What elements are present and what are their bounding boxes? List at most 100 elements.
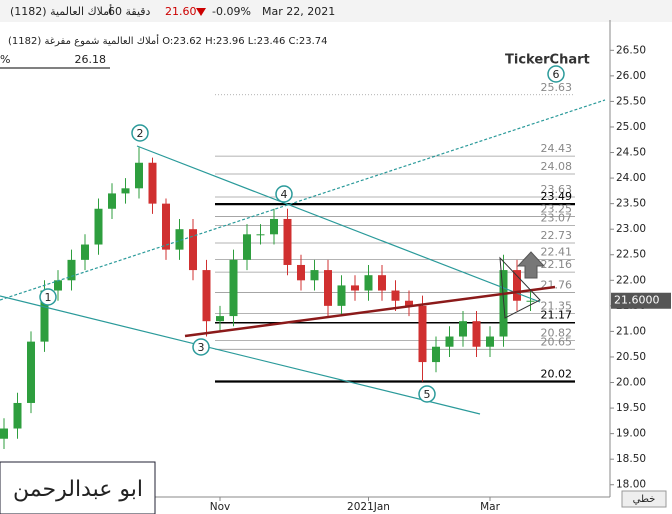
candle-body	[351, 285, 359, 291]
candle-body	[108, 193, 116, 209]
candle-body	[459, 321, 467, 337]
candle-body	[189, 229, 197, 271]
wave-circle	[275, 185, 293, 203]
trend-line	[136, 145, 541, 303]
candle-body	[256, 234, 265, 236]
candle-body	[13, 402, 22, 429]
level-label: 23.07	[541, 212, 573, 225]
level-label: 20.82	[541, 327, 573, 340]
y-tick-label: 25.50	[616, 95, 646, 107]
level-label: 21.17	[541, 309, 573, 322]
level-label: 21.35	[541, 300, 573, 313]
chart-style-button[interactable]	[621, 490, 667, 508]
y-tick-label: 24.00	[616, 172, 646, 184]
level-label: 20.65	[541, 335, 573, 348]
candle-body	[391, 290, 400, 301]
trend-line	[0, 295, 481, 415]
candle-body	[94, 208, 103, 245]
last-price-label: 21.6000	[614, 294, 660, 307]
wave-label: 1	[45, 291, 52, 304]
y-tick-label: 23.00	[616, 223, 646, 235]
triangle-pattern	[499, 256, 541, 319]
candle-body	[135, 162, 143, 189]
header-change: -0.09%	[212, 5, 251, 18]
candle-body	[67, 259, 76, 281]
candle-body	[418, 305, 427, 363]
author-box	[0, 461, 156, 514]
candle-body	[283, 218, 292, 265]
watermark: TickerChart	[505, 53, 590, 68]
candle-body	[472, 321, 481, 347]
y-tick-label: 21.00	[616, 325, 646, 337]
level-label: 22.16	[541, 258, 573, 271]
level-label: 21.76	[541, 279, 573, 292]
y-tick-label: 24.50	[616, 147, 646, 159]
level-label: 24.08	[541, 160, 573, 173]
y-tick-label: 19.50	[616, 402, 646, 414]
level-label: 24.43	[541, 142, 573, 155]
y-tick-label: 20.50	[616, 351, 646, 363]
candle-body	[432, 346, 440, 363]
level-label: 23.49	[541, 190, 573, 203]
candle-body	[445, 336, 454, 347]
last-price-tag	[611, 292, 671, 309]
header-interval: 60 دقيقة	[108, 5, 151, 18]
wave-circle	[39, 288, 57, 306]
support-line	[184, 285, 556, 338]
wave-label: 5	[424, 388, 431, 401]
level-label: 23.63	[541, 183, 573, 196]
level-label: 23.25	[541, 202, 573, 215]
author: ابو عبدالرحمن	[13, 477, 143, 502]
candle-body	[270, 218, 278, 235]
x-tick-label: 2021Jan	[347, 501, 390, 513]
y-tick-label: 19.00	[616, 428, 646, 440]
wave-circle	[192, 338, 210, 356]
candle-body	[486, 336, 494, 347]
candle-body	[297, 264, 305, 281]
candle-body	[27, 341, 35, 403]
wave-circle	[418, 385, 436, 403]
y-tick-label: 18.00	[616, 479, 646, 491]
candle-body	[216, 316, 224, 322]
y-tick-label: 18.50	[616, 453, 646, 465]
candle-body	[405, 300, 413, 306]
candle-body	[526, 300, 535, 302]
candle-body	[513, 270, 521, 301]
candle-body	[40, 290, 49, 342]
chart-style-label[interactable]: خطي	[633, 494, 656, 505]
wave-label: 2	[137, 127, 144, 140]
wave-label: 6	[553, 68, 560, 81]
candle-body	[148, 162, 157, 204]
wave-label: 4	[281, 188, 288, 201]
y-tick-label: 26.50	[616, 44, 646, 56]
header-symbol: أملاك العالمية (1182)	[10, 4, 112, 18]
ohlc-line: أملاك العالمية شموع مفرغة (1182) O:23.62…	[8, 34, 328, 47]
level-label: 22.41	[541, 245, 573, 258]
level-label: 20.02	[541, 367, 573, 380]
level-label: 25.63	[541, 81, 573, 94]
y-tick-label: 25.00	[616, 121, 646, 133]
candle-body	[202, 270, 211, 322]
candle-body	[162, 203, 170, 250]
y-tick-label: 23.50	[616, 198, 646, 210]
x-tick-label: Mar	[480, 501, 500, 513]
info-value: 26.18	[75, 53, 107, 66]
up-arrow-icon	[516, 251, 546, 279]
candle-body	[378, 275, 386, 291]
candle-body	[121, 188, 130, 194]
header-date: Mar 22, 2021	[262, 5, 335, 18]
candle-body	[324, 270, 332, 306]
candle-body	[243, 234, 251, 260]
header-bar	[0, 0, 672, 22]
wave-label: 3	[198, 341, 205, 354]
trend-line	[0, 99, 606, 301]
down-arrow	[196, 8, 206, 16]
candle-body	[175, 229, 184, 250]
candle-body	[364, 275, 373, 291]
y-tick-label: 22.50	[616, 249, 646, 261]
y-tick-label: 26.00	[616, 70, 646, 82]
info-symbol: %	[0, 53, 10, 66]
